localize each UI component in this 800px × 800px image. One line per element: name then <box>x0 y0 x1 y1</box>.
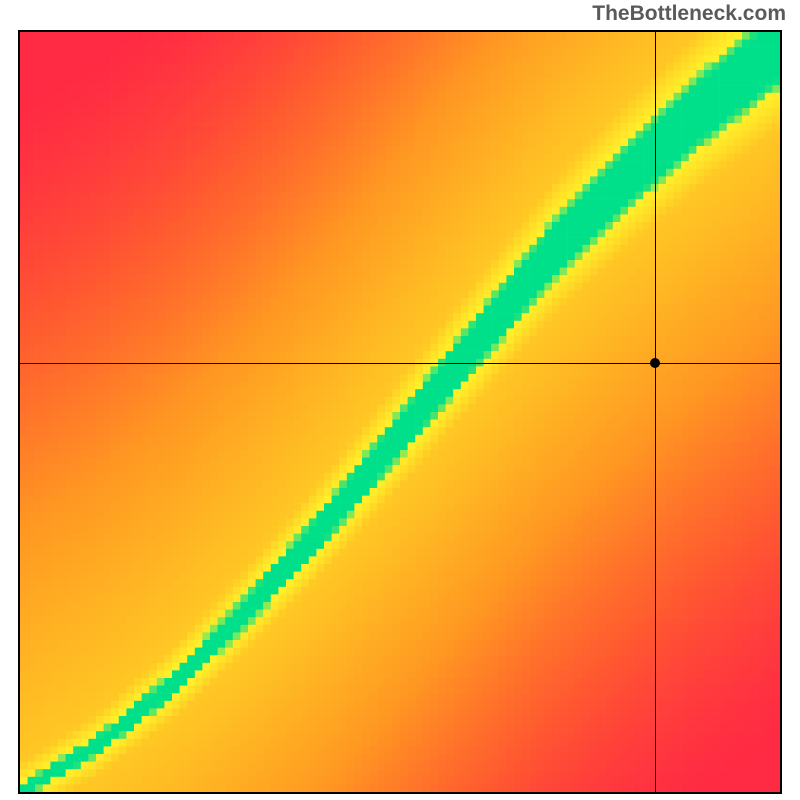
heatmap-canvas <box>20 32 780 792</box>
heatmap-plot <box>18 30 782 794</box>
crosshair-vertical <box>655 32 656 792</box>
crosshair-horizontal <box>20 363 780 364</box>
watermark-text: TheBottleneck.com <box>592 2 786 26</box>
marker-dot <box>650 358 660 368</box>
